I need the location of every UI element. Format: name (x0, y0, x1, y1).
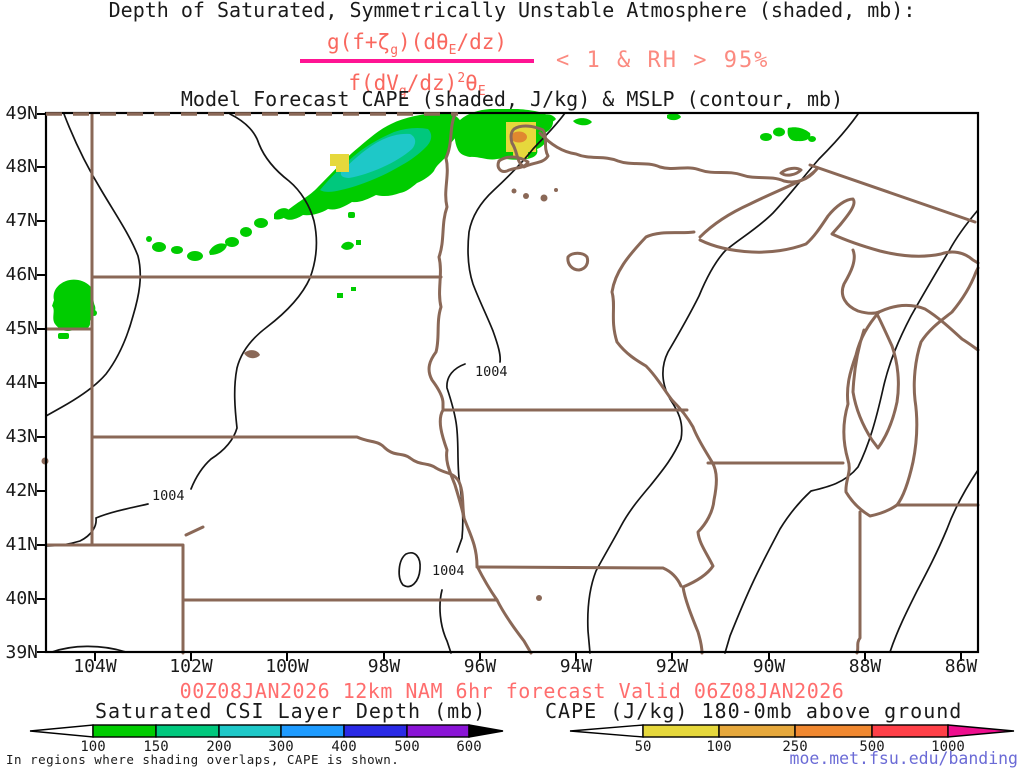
lat-label: 45N (5, 318, 38, 339)
csi-shading (52, 109, 816, 339)
csi-formula-numerator: g(f+ζg)(dθE/dz) (326, 30, 508, 59)
run-info: 00Z08JAN2026 12km NAM 6hr forecast Valid… (179, 679, 845, 703)
lon-label: 94W (559, 656, 593, 677)
lat-label: 41N (5, 534, 38, 555)
lon-label: 86W (944, 656, 978, 677)
csi-tick: 400 (331, 739, 357, 755)
csi-tick: 100 (80, 739, 106, 755)
lat-label: 46N (5, 264, 38, 285)
csi-colorbar (29, 724, 504, 738)
lat-label: 43N (5, 426, 38, 447)
csi-tick: 150 (143, 739, 169, 755)
lon-label: 90W (752, 656, 786, 677)
csi-formula-denominator: f(dVg/dz)2θE (348, 71, 486, 100)
map-frame (37, 111, 980, 661)
site-link[interactable]: moe.met.fsu.edu/banding (789, 749, 1018, 768)
cape-colorbar-title: CAPE (J/kg) 180-0mb above ground (545, 699, 963, 723)
mslp-contours (45, 112, 979, 654)
formula-condition: < 1 & RH > 95% (556, 48, 770, 73)
cape-tick: 50 (634, 739, 652, 755)
lat-label: 48N (5, 156, 38, 177)
mslp-contour-label: 1004 (431, 563, 466, 579)
cape-tick: 100 (706, 739, 732, 755)
state-borders (44, 112, 980, 655)
csi-tick: 500 (394, 739, 420, 755)
main-title: Depth of Saturated, Symmetrically Unstab… (108, 0, 916, 22)
mslp-contour-label: 1004 (474, 364, 509, 380)
fraction-bar (300, 59, 534, 63)
lon-label: 100W (265, 656, 309, 677)
lat-label: 49N (5, 103, 38, 124)
lat-label: 39N (5, 642, 38, 663)
csi-tick: 300 (268, 739, 294, 755)
cape-tick: 250 (782, 739, 808, 755)
overlap-note: In regions where shading overlaps, CAPE … (6, 752, 400, 767)
csi-colorbar-title: Saturated CSI Layer Depth (mb) (95, 699, 487, 723)
small-lakes (41, 188, 558, 601)
lon-label: 96W (463, 656, 497, 677)
cape-tick: 1000 (931, 739, 965, 755)
lat-label: 40N (5, 588, 38, 609)
lat-label: 44N (5, 372, 38, 393)
lat-label: 42N (5, 480, 38, 501)
lon-label: 104W (73, 656, 117, 677)
lon-label: 88W (848, 656, 882, 677)
csi-tick: 200 (206, 739, 232, 755)
lon-label: 92W (655, 656, 689, 677)
csi-tick: 600 (456, 739, 482, 755)
lon-label: 98W (367, 656, 401, 677)
cape-colorbar (569, 724, 1015, 738)
lon-label: 102W (169, 656, 213, 677)
lat-label: 47N (5, 210, 38, 231)
mslp-contour-label: 1004 (151, 488, 186, 504)
cape-tick: 500 (859, 739, 885, 755)
subtitle: Model Forecast CAPE (shaded, J/kg) & MSL… (180, 87, 844, 111)
